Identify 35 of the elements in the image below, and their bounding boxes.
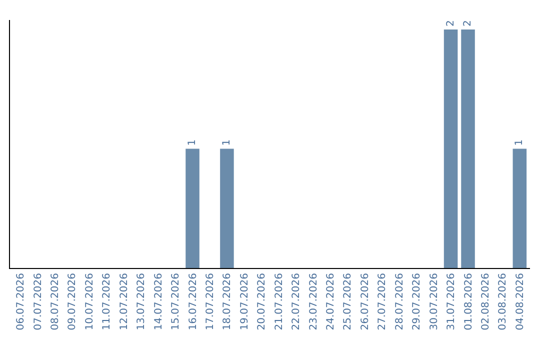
x-tick-label: 03.08.2026: [498, 273, 509, 330]
x-tick-label: 17.07.2026: [204, 273, 216, 330]
x-tick-label: 09.07.2026: [67, 273, 78, 330]
x-tick-label: 13.07.2026: [136, 273, 148, 330]
x-tick-label: 14.07.2026: [153, 273, 164, 330]
x-tick-label: 11.07.2026: [102, 273, 113, 330]
data-label: 1: [514, 139, 526, 146]
x-tick-label: 02.08.2026: [480, 273, 492, 330]
x-tick-label: 06.07.2026: [16, 273, 27, 330]
x-tick-label: 24.07.2026: [326, 273, 337, 330]
x-tick-label: 18.07.2026: [222, 273, 234, 330]
x-tick-label: 26.07.2026: [360, 273, 371, 330]
x-tick-label: 19.07.2026: [239, 273, 250, 330]
x-tick-label: 10.07.2026: [84, 273, 96, 330]
x-tick-label: 25.07.2026: [342, 273, 354, 330]
x-tick-label: 20.07.2026: [256, 273, 268, 330]
data-label: 1: [187, 139, 198, 146]
x-tick-label: 04.08.2026: [514, 273, 526, 330]
x-tick-label: 07.07.2026: [32, 273, 44, 330]
x-tick-label: 23.07.2026: [308, 273, 320, 330]
x-tick-label: 28.07.2026: [394, 273, 406, 330]
x-tick-label: 22.07.2026: [291, 273, 302, 330]
x-tick-label: 01.08.2026: [463, 273, 474, 330]
x-tick-label: 16.07.2026: [188, 273, 199, 330]
x-tick-label: 08.07.2026: [50, 273, 62, 330]
data-label: 2: [445, 20, 456, 27]
data-label: 2: [462, 20, 474, 27]
x-tick-label: 12.07.2026: [118, 273, 130, 330]
x-tick-label: 27.07.2026: [377, 273, 388, 330]
x-tick-label: 21.07.2026: [274, 273, 285, 330]
x-tick-label: 29.07.2026: [412, 273, 423, 330]
data-label: 1: [221, 139, 232, 146]
x-tick-label: 15.07.2026: [170, 273, 182, 330]
x-tick-label: 31.07.2026: [446, 273, 458, 330]
x-tick-label: 30.07.2026: [428, 273, 440, 330]
